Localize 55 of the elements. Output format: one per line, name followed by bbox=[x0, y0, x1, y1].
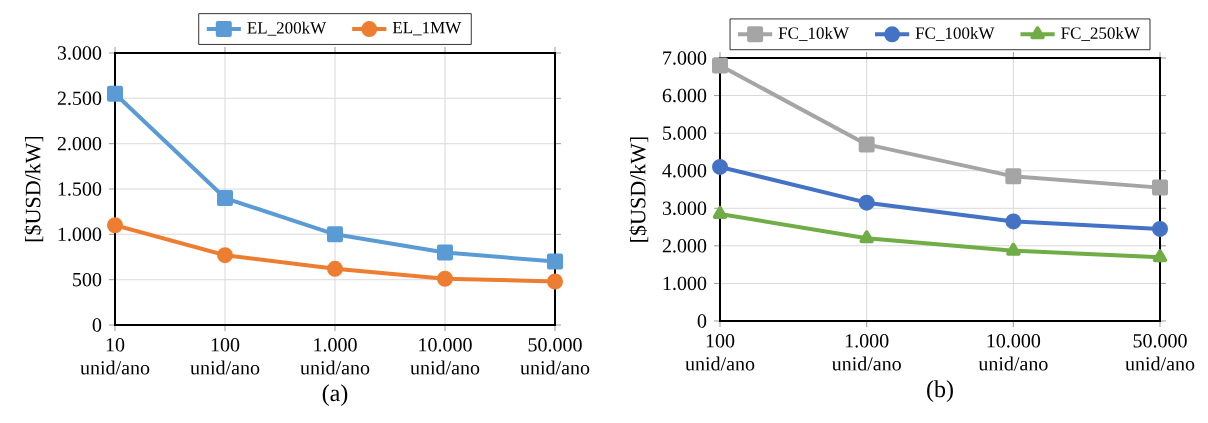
y-tick-label: 4.000 bbox=[662, 163, 707, 178]
point bbox=[107, 217, 123, 234]
y-tick-label: 2.000 bbox=[662, 239, 707, 253]
y-tick-label: 0 bbox=[697, 314, 707, 328]
legend-label: FC_10kW bbox=[778, 26, 849, 41]
y-tick-label: 2.500 bbox=[57, 91, 102, 106]
point bbox=[712, 205, 728, 219]
x-tick-label: 50.000 unid/ano bbox=[520, 338, 590, 375]
x-tick-label: 1.000 unid/ano bbox=[831, 334, 901, 371]
point bbox=[1005, 168, 1022, 185]
point bbox=[858, 136, 875, 153]
x-tick-label: 10.000 unid/ano bbox=[410, 338, 480, 375]
point bbox=[712, 57, 729, 74]
x-tick-label: 10 unid/ano bbox=[80, 338, 150, 375]
x-tick-label: 100 unid/ano bbox=[685, 334, 755, 371]
point bbox=[1006, 242, 1021, 256]
y-tick-label: 1.000 bbox=[663, 276, 707, 291]
point bbox=[437, 270, 453, 287]
x-tick-label: 1.000 unid/ano bbox=[300, 338, 370, 375]
point bbox=[1005, 213, 1022, 230]
point bbox=[859, 230, 874, 244]
x-axis-title: (a) bbox=[322, 384, 348, 407]
point bbox=[217, 190, 233, 207]
legend-label: EL_200kW bbox=[247, 21, 327, 36]
point bbox=[327, 260, 343, 277]
y-tick-label: 1.500 bbox=[58, 182, 102, 196]
x-axis-title: (b) bbox=[927, 380, 953, 403]
point bbox=[1152, 220, 1169, 237]
y-tick-label: 3.000 bbox=[57, 46, 102, 60]
point bbox=[217, 247, 233, 264]
point bbox=[1152, 179, 1169, 196]
point bbox=[327, 226, 343, 243]
y-tick-label: 5.000 bbox=[663, 126, 707, 140]
legend-label: EL_1MW bbox=[392, 21, 462, 36]
point bbox=[712, 158, 729, 175]
y-tick-label: 0 bbox=[92, 318, 102, 332]
x-tick-label: 50.000 unid/ano bbox=[1125, 334, 1195, 371]
point bbox=[547, 253, 563, 270]
x-tick-label: 10.000 unid/ano bbox=[978, 334, 1048, 371]
legend-label: FC_100kW bbox=[915, 26, 995, 41]
y-tick-label: 7.000 bbox=[663, 51, 707, 65]
y-tick-label: 6.000 bbox=[662, 88, 707, 103]
y-tick-label: 1.000 bbox=[58, 227, 102, 242]
point bbox=[437, 244, 453, 261]
y-axis-title: [$USD/kW] bbox=[24, 136, 44, 242]
y-tick-label: 3.000 bbox=[662, 201, 707, 216]
legend-label: FC_250kW bbox=[1061, 26, 1140, 41]
point bbox=[1152, 249, 1168, 263]
y-tick-label: 500 bbox=[73, 272, 102, 287]
y-axis-title: [$USD/kW] bbox=[629, 137, 649, 242]
point bbox=[107, 85, 123, 102]
point bbox=[858, 194, 875, 211]
point bbox=[547, 273, 563, 290]
y-tick-label: 2.000 bbox=[57, 136, 102, 151]
x-tick-label: 100 unid/ano bbox=[190, 338, 260, 375]
